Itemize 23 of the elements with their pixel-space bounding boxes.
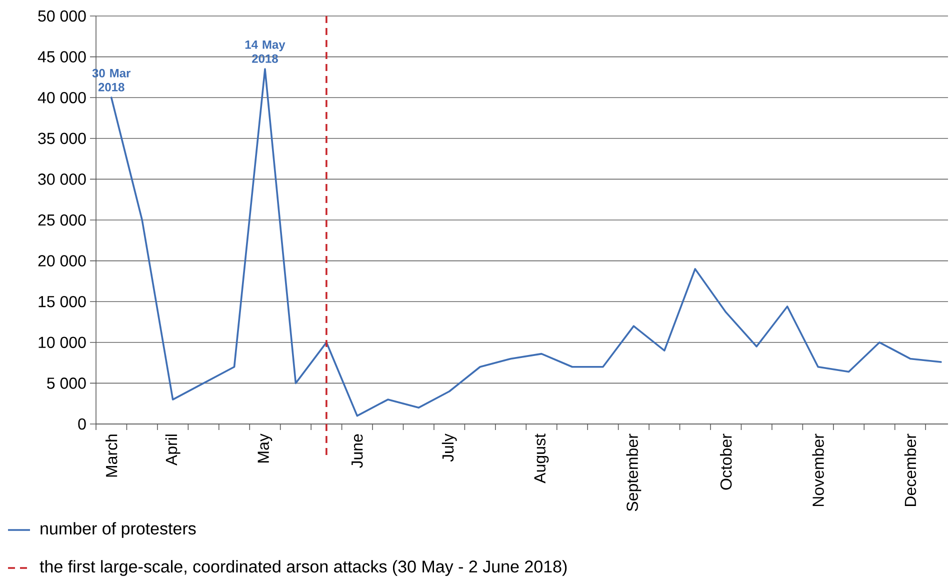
y-tick-label: 25 000 bbox=[38, 214, 86, 226]
y-tick-label: 0 bbox=[78, 418, 86, 430]
y-tick-label: 40 000 bbox=[38, 92, 86, 104]
x-tick-label: September bbox=[626, 434, 642, 511]
x-tick-label: December bbox=[904, 434, 916, 506]
y-tick-label: 5 000 bbox=[47, 377, 86, 389]
legend-label: number of protesters bbox=[40, 522, 196, 538]
y-tick-label: 45 000 bbox=[38, 51, 86, 62]
y-tick-label: 30 000 bbox=[38, 173, 86, 185]
x-tick-label: August bbox=[534, 434, 549, 484]
x-tick-label: November bbox=[812, 434, 824, 506]
y-tick-label: 35 000 bbox=[38, 132, 86, 144]
x-tick-label: March bbox=[105, 434, 118, 477]
text: the first large-scale, coordinated arson attacks (30 May - 2 June 2018) bbox=[40, 560, 567, 576]
x-tick-label: May bbox=[258, 433, 272, 462]
y-tick-label: 15 000 bbox=[38, 296, 86, 308]
y-tick-label: 50 000 bbox=[38, 10, 86, 22]
x-tick-label: July bbox=[442, 433, 457, 462]
x-tick-label: June bbox=[352, 434, 363, 468]
y-tick-label: 10 000 bbox=[38, 336, 86, 348]
y-tick-label: 20 000 bbox=[38, 255, 86, 266]
x-tick-label: April bbox=[165, 434, 180, 466]
x-tick-label: October bbox=[720, 434, 732, 490]
